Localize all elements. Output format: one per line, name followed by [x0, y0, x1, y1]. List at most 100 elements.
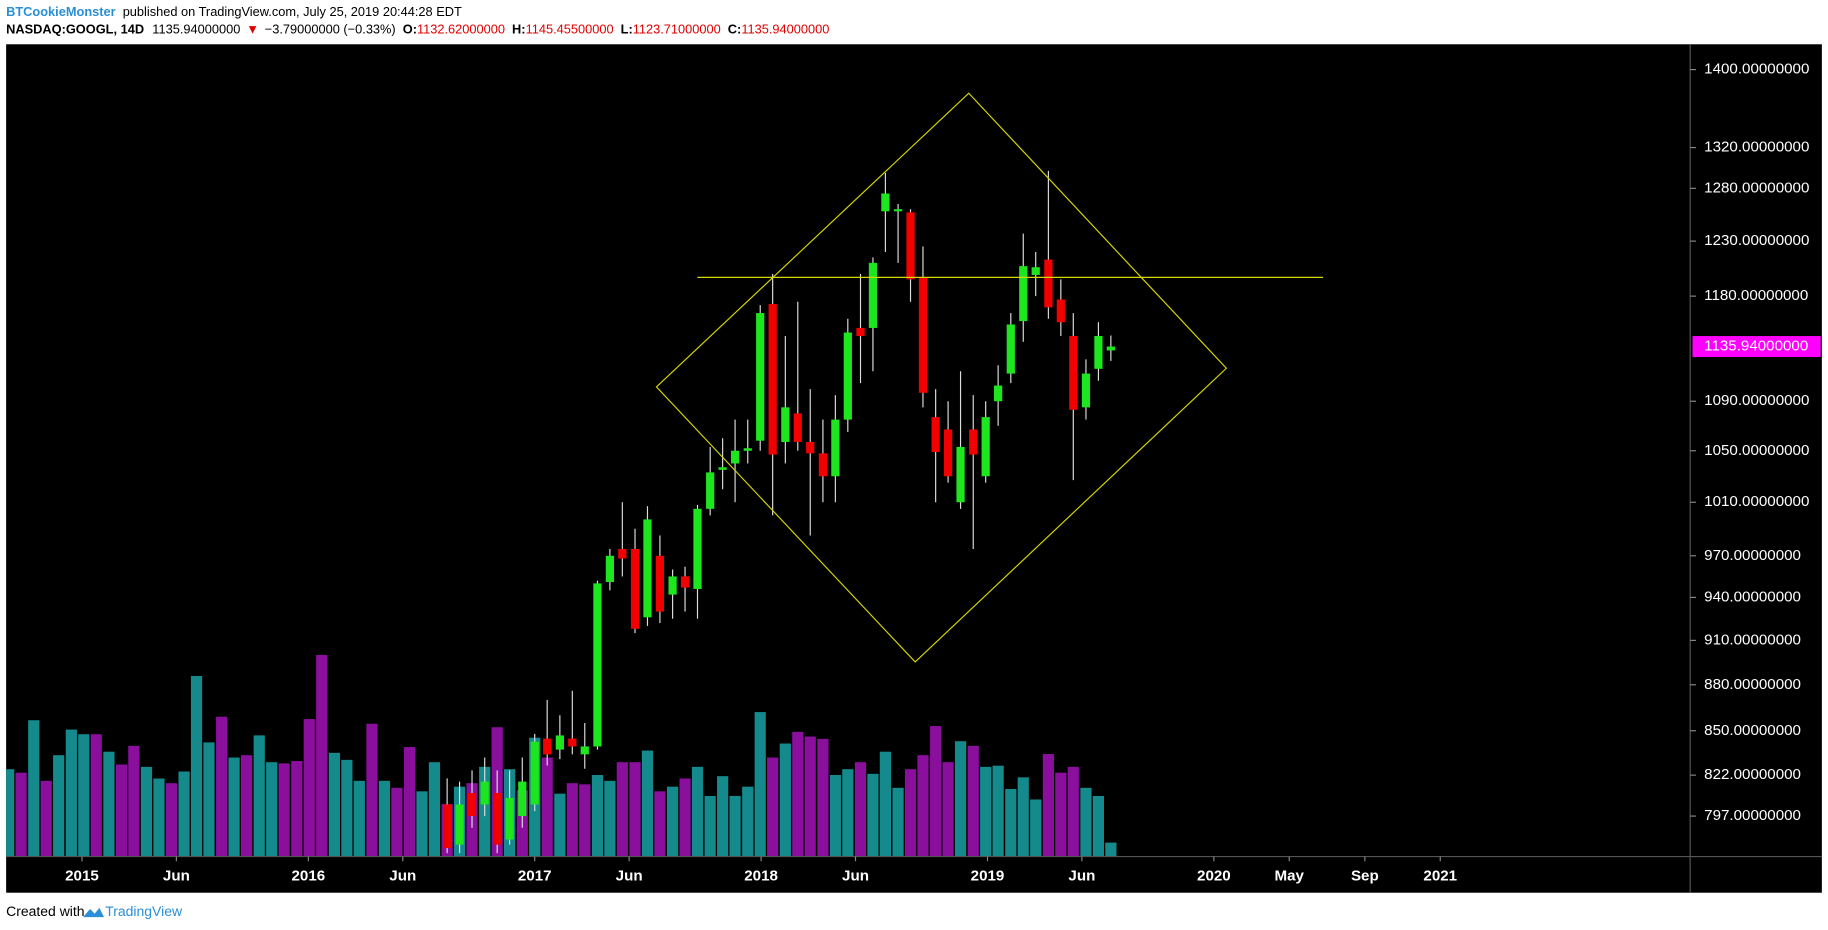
volume-bar: [879, 751, 891, 857]
volume-bar: [266, 762, 278, 857]
candle-body: [693, 508, 702, 589]
volume-bar: [165, 783, 178, 857]
volume-bar: [541, 757, 553, 857]
volume-bar: [554, 793, 566, 857]
volume-bar: [53, 755, 65, 857]
volume-bar: [742, 786, 754, 857]
candle-body: [868, 262, 878, 328]
volume-bar: [942, 762, 954, 857]
volume-bar: [291, 761, 303, 857]
y-tick-label: 1400.00000000: [1704, 61, 1809, 78]
candle-body: [480, 781, 489, 805]
volume-bar: [65, 729, 77, 857]
candle-body: [943, 429, 953, 477]
candle-body: [618, 548, 627, 559]
h-value: 1145.45500000: [526, 22, 614, 37]
volume-bar: [253, 735, 265, 857]
candle-body: [1094, 336, 1103, 369]
candle-body: [969, 429, 978, 455]
candle-body: [630, 548, 640, 629]
h-label: H:: [512, 22, 526, 37]
y-tick-label: 910.00000000: [1704, 631, 1801, 648]
volume-bar: [691, 766, 704, 857]
volume-bar: [303, 719, 315, 857]
volume-bar: [917, 755, 929, 857]
drawings: [655, 92, 1324, 663]
x-tick-label: Jun: [1068, 867, 1095, 884]
volume-bar: [930, 726, 942, 857]
x-tick-label: Sep: [1351, 867, 1379, 884]
x-tick-label: 2018: [744, 867, 778, 884]
candle-body: [706, 472, 715, 509]
volume-bar: [228, 757, 240, 857]
volume-bar: [1042, 754, 1054, 857]
volume-bar: [679, 778, 691, 857]
volume-bar: [403, 747, 416, 857]
candle-body: [668, 576, 677, 595]
footer-brand[interactable]: TradingView: [105, 903, 183, 919]
candle-body: [994, 385, 1003, 402]
volume-bar: [378, 780, 391, 857]
y-tick-label: 970.00000000: [1704, 547, 1801, 564]
volume-bar: [704, 795, 716, 857]
volume-bar: [1105, 842, 1117, 857]
candle-body: [493, 792, 502, 845]
volume-bar: [178, 771, 190, 857]
y-tick-label: 940.00000000: [1704, 588, 1801, 605]
volume-bar: [804, 736, 816, 857]
volume-bar: [792, 731, 804, 857]
volume-bar: [1067, 766, 1079, 857]
volume-bar: [591, 775, 604, 857]
volume-bar: [190, 675, 203, 857]
candle-body: [981, 417, 990, 477]
candle-body: [756, 313, 765, 441]
volume-bar: [616, 762, 628, 857]
candle-body: [505, 797, 514, 840]
last-price-label: 1135.94000000: [1704, 338, 1808, 355]
volume-bar: [416, 791, 428, 857]
symbol: NASDAQ:GOOGL, 14D: [6, 22, 144, 37]
volume-bar: [980, 766, 992, 857]
candle-body: [555, 735, 564, 750]
y-tick-label: 1320.00000000: [1704, 139, 1809, 156]
o-label: O:: [403, 22, 417, 37]
candle-body: [518, 781, 527, 817]
author[interactable]: BTCookieMonster: [6, 4, 116, 19]
candle-body: [856, 327, 865, 337]
published: published on TradingView.com, July 25, 2…: [123, 4, 462, 19]
volume-bar: [40, 780, 52, 857]
volume-bar: [1017, 777, 1029, 857]
candle-body: [893, 209, 903, 212]
x-tick-label: Jun: [842, 867, 869, 884]
y-tick-label: 850.00000000: [1704, 722, 1801, 739]
volume-bar: [579, 784, 591, 857]
c-value: 1135.94000000: [741, 22, 829, 37]
volume-bar: [216, 716, 228, 857]
volume-bar: [829, 775, 841, 857]
volume-bar: [1030, 799, 1042, 857]
candle-body: [906, 212, 915, 280]
volume-bar: [6, 769, 15, 857]
volume-bar: [992, 765, 1004, 857]
x-tick-label: May: [1275, 867, 1305, 884]
volume-bar: [641, 750, 654, 857]
candle-body: [1081, 373, 1091, 408]
candle-body: [593, 583, 602, 747]
y-tick-label: 1280.00000000: [1704, 179, 1809, 196]
l-label: L:: [621, 22, 633, 37]
volume-bar: [904, 769, 917, 857]
volume-bar: [717, 776, 729, 857]
volume-bar: [1092, 795, 1105, 857]
volume-bar: [1080, 787, 1092, 857]
x-tick-label: 2015: [65, 867, 99, 884]
candle-body: [455, 804, 464, 845]
candle-body: [1031, 267, 1040, 275]
candle-body: [1019, 266, 1028, 322]
volume-bar: [391, 787, 403, 857]
candle-body: [655, 555, 665, 612]
candle-body: [1106, 346, 1115, 351]
volume-bar: [954, 741, 967, 857]
candle-body: [918, 277, 928, 393]
candle-body: [768, 303, 777, 455]
